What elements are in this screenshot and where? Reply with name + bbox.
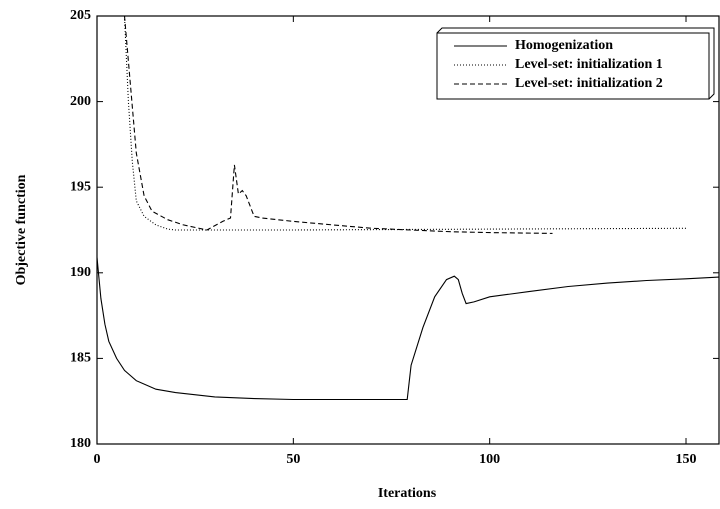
y-axis-label: Objective function (14, 174, 29, 285)
series-line (97, 257, 719, 401)
y-tick-label: 185 (70, 351, 91, 366)
x-tick-label: 100 (479, 452, 500, 467)
x-tick-label: 150 (676, 452, 697, 467)
y-tick-label: 190 (70, 265, 91, 280)
legend-label: Level-set: initialization 1 (515, 57, 663, 72)
series-line (123, 16, 553, 234)
y-tick-label: 205 (70, 8, 91, 23)
plot-frame (96, 15, 720, 445)
y-tick-label: 200 (70, 94, 91, 109)
y-tick-label: 195 (70, 179, 91, 194)
legend-label: Homogenization (515, 38, 613, 53)
x-axis-label: Iterations (378, 486, 437, 501)
legend-label: Level-set: initialization 2 (515, 76, 663, 91)
x-tick-label: 0 (94, 452, 101, 467)
legend-box (436, 32, 710, 100)
series-line (123, 16, 687, 231)
y-tick-label: 180 (70, 436, 91, 451)
x-tick-label: 50 (286, 452, 300, 467)
